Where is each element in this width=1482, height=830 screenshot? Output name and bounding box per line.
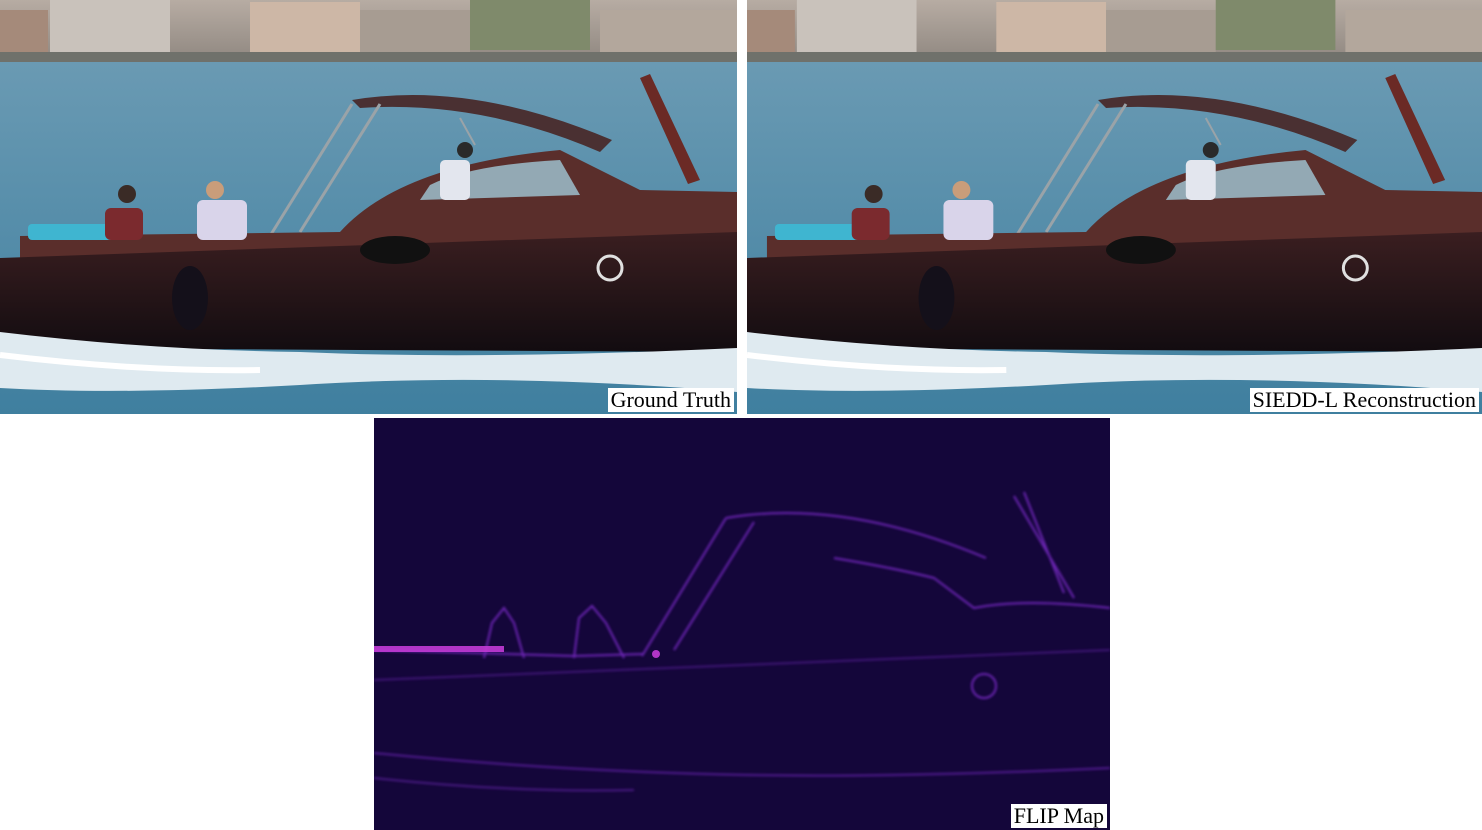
reconstruction-panel: SIEDD-L Reconstruction [747, 0, 1482, 414]
reconstruction-image [747, 0, 1482, 414]
ground-truth-caption: Ground Truth [607, 388, 734, 412]
flip-map-image [374, 418, 1110, 830]
reconstruction-caption: SIEDD-L Reconstruction [1249, 388, 1479, 412]
ground-truth-panel: Ground Truth [0, 0, 737, 414]
flip-map-panel: FLIP Map [374, 418, 1110, 830]
flip-map-caption: FLIP Map [1010, 804, 1107, 828]
ground-truth-image [0, 0, 737, 414]
